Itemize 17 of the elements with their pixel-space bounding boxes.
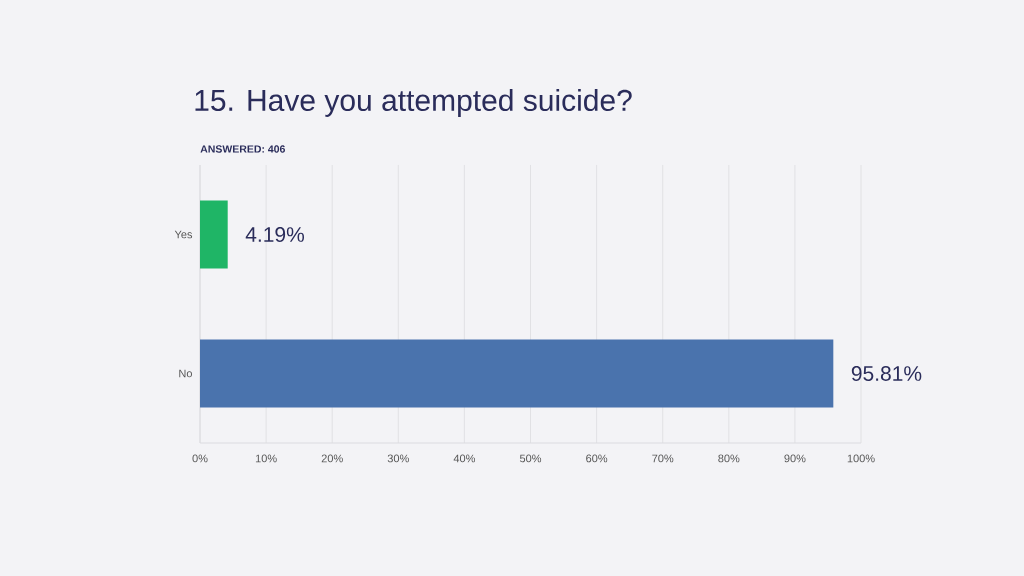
x-tick-label: 100% (847, 454, 875, 463)
x-tick-label: 50% (519, 454, 542, 463)
data-label: 95.81% (851, 366, 922, 381)
x-tick-label: 40% (453, 454, 476, 463)
x-tick-label: 30% (387, 454, 409, 463)
y-tick-label: No (179, 369, 192, 378)
x-tick-label: 90% (784, 454, 806, 463)
x-tick-label: 60% (586, 454, 608, 463)
x-tick-label: 0% (192, 454, 208, 463)
x-tick-label: 70% (652, 454, 674, 463)
x-tick-label: 80% (718, 454, 740, 463)
data-label: 4.19% (245, 227, 305, 242)
y-tick-label: Yes (174, 230, 193, 239)
x-tick-label: 10% (255, 454, 277, 463)
chart-subtitle: ANSWERED: 406 (200, 145, 285, 153)
chart-title: 15. Have you attempted suicide? (195, 89, 632, 117)
x-tick-label: 20% (321, 454, 343, 463)
